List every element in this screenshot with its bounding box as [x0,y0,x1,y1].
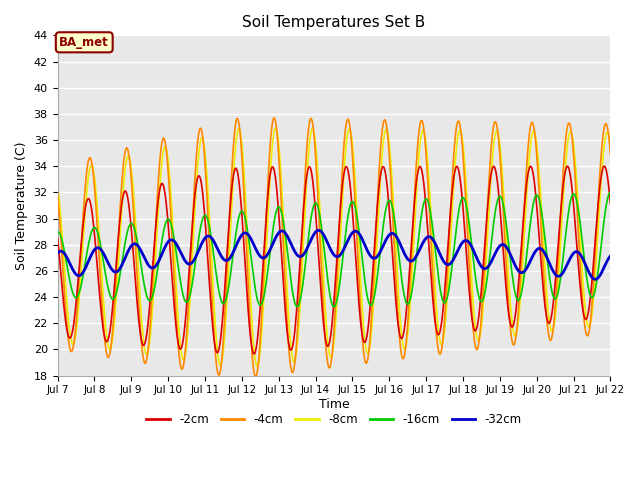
X-axis label: Time: Time [319,398,349,411]
Text: BA_met: BA_met [60,36,109,49]
Title: Soil Temperatures Set B: Soil Temperatures Set B [243,15,426,30]
Legend: -2cm, -4cm, -8cm, -16cm, -32cm: -2cm, -4cm, -8cm, -16cm, -32cm [141,408,527,431]
Y-axis label: Soil Temperature (C): Soil Temperature (C) [15,141,28,270]
